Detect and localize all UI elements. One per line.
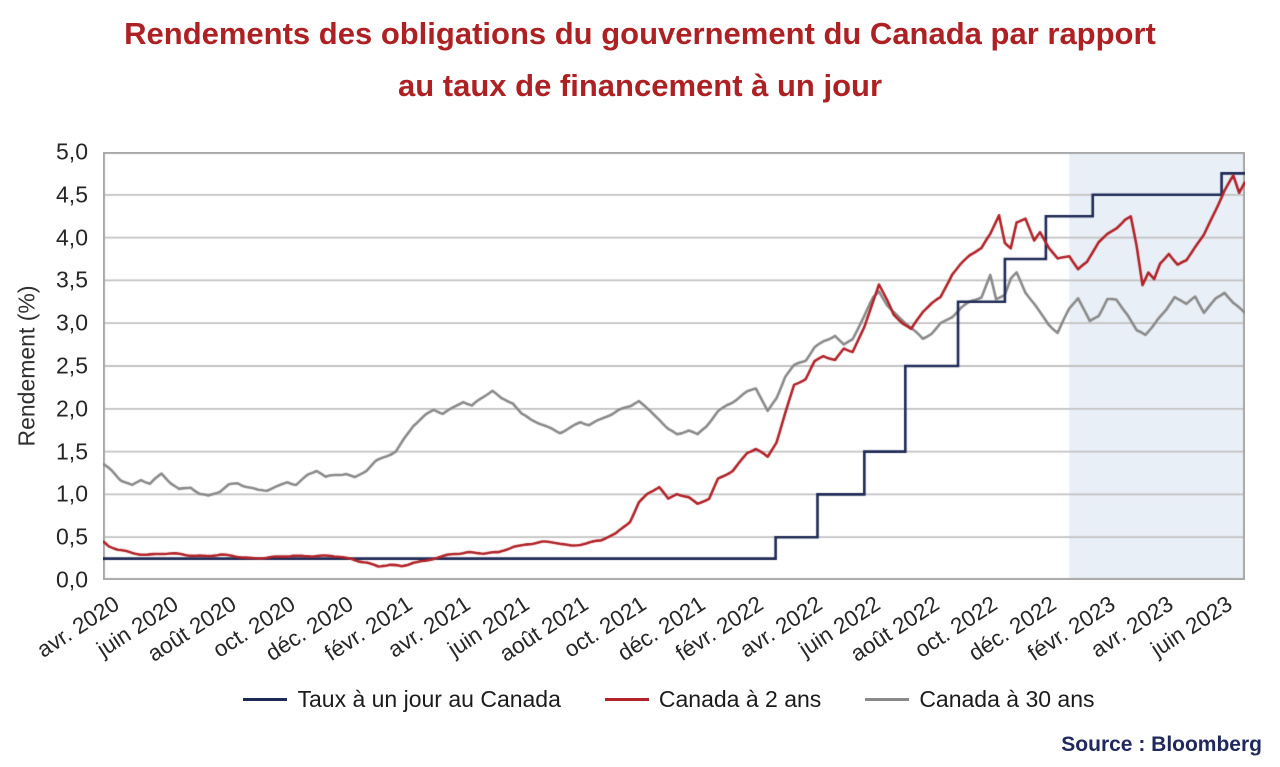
- legend-label-30y: Canada à 30 ans: [919, 686, 1095, 712]
- chart-title-line2: au taux de financement à un jour: [397, 68, 883, 103]
- plot-canvas: [103, 152, 1245, 580]
- legend-line-2y-icon: [604, 697, 649, 702]
- chart-title-line1: Rendements des obligations du gouverneme…: [124, 16, 1156, 51]
- legend-label-overnight: Taux à un jour au Canada: [297, 686, 561, 712]
- plot-area: [103, 152, 1245, 580]
- chart-title: Rendements des obligations du gouverneme…: [0, 8, 1280, 112]
- y-tick-label: 1,5: [56, 438, 88, 465]
- y-tick-label: 2,0: [56, 395, 88, 422]
- legend-label-2y: Canada à 2 ans: [658, 686, 822, 712]
- legend-item-2y: Canada à 2 ans: [604, 686, 822, 713]
- legend-item-overnight: Taux à un jour au Canada: [243, 686, 561, 713]
- y-tick-label: 3,5: [56, 266, 88, 293]
- y-tick-label: 1,0: [56, 480, 88, 507]
- y-tick-label: 3,0: [56, 309, 88, 336]
- y-tick-label: 0,5: [56, 523, 88, 550]
- source-note: Source : Bloomberg: [1061, 733, 1262, 756]
- y-tick-label: 4,0: [56, 224, 88, 251]
- y-tick-label: 2,5: [56, 352, 88, 379]
- y-tick-label: 4,5: [56, 181, 88, 208]
- legend-item-30y: Canada à 30 ans: [865, 686, 1095, 713]
- legend-line-overnight-icon: [243, 697, 288, 702]
- legend-line-30y-icon: [865, 697, 910, 702]
- y-tick-label: 0,0: [56, 566, 88, 593]
- legend: Taux à un jour au Canada Canada à 2 ans …: [0, 686, 1280, 713]
- y-tick-label: 5,0: [56, 138, 88, 165]
